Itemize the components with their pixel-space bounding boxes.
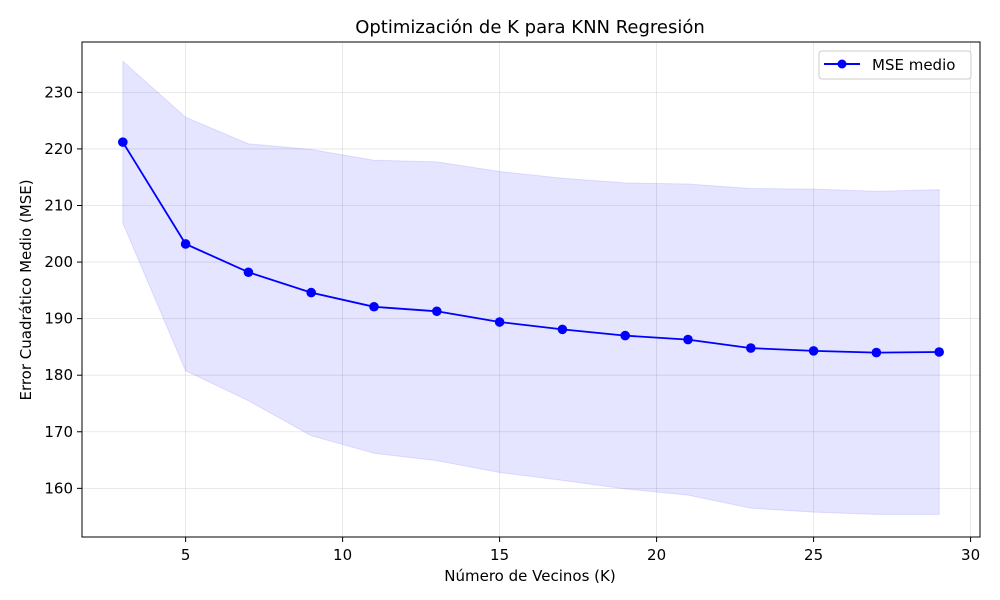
data-point (432, 306, 442, 317)
series-markers (118, 137, 944, 358)
data-point (871, 347, 882, 358)
y-axis-ticks: 160 170 180 190 200 210 220 230 (44, 83, 82, 497)
y-tick-label: 180 (44, 366, 73, 384)
y-tick-label: 210 (44, 196, 73, 214)
y-tick-label: 160 (44, 479, 73, 497)
y-tick-label: 220 (44, 140, 73, 158)
data-point (306, 287, 317, 298)
data-point (369, 301, 379, 312)
data-point (683, 334, 693, 345)
legend-marker-sample (837, 59, 847, 69)
y-axis-label: Error Cuadrático Medio (MSE) (17, 179, 35, 400)
x-tick-label: 10 (333, 546, 352, 564)
mse-line (122, 141, 940, 354)
data-point (557, 324, 568, 335)
std-band-area (122, 60, 940, 515)
data-point (745, 343, 756, 353)
legend-label: MSE medio (872, 56, 955, 74)
plot-frame (81, 41, 981, 538)
data-point (934, 347, 944, 357)
x-axis-label: Número de Vecinos (K) (444, 567, 615, 585)
x-tick-label: 25 (804, 546, 823, 564)
grid-lines (82, 42, 980, 537)
x-tick-label: 20 (647, 546, 666, 564)
y-tick-label: 190 (44, 310, 73, 328)
data-point (243, 267, 254, 278)
series-line (122, 141, 940, 354)
data-point (620, 330, 630, 341)
legend: MSE medio (818, 50, 972, 80)
chart-title: Optimización de K para KNN Regresión (355, 17, 705, 38)
x-tick-label: 15 (490, 546, 509, 564)
std-band (122, 60, 940, 515)
legend-box (818, 50, 972, 80)
x-axis-ticks: 5 10 15 20 25 30 (181, 537, 980, 564)
data-point (180, 239, 191, 249)
y-tick-label: 200 (44, 253, 73, 271)
x-tick-label: 5 (181, 546, 191, 564)
data-point (494, 317, 505, 327)
y-tick-label: 230 (44, 83, 73, 101)
y-tick-label: 170 (44, 423, 73, 441)
data-point (118, 137, 128, 147)
data-point (808, 346, 819, 356)
x-tick-label: 30 (961, 546, 980, 564)
